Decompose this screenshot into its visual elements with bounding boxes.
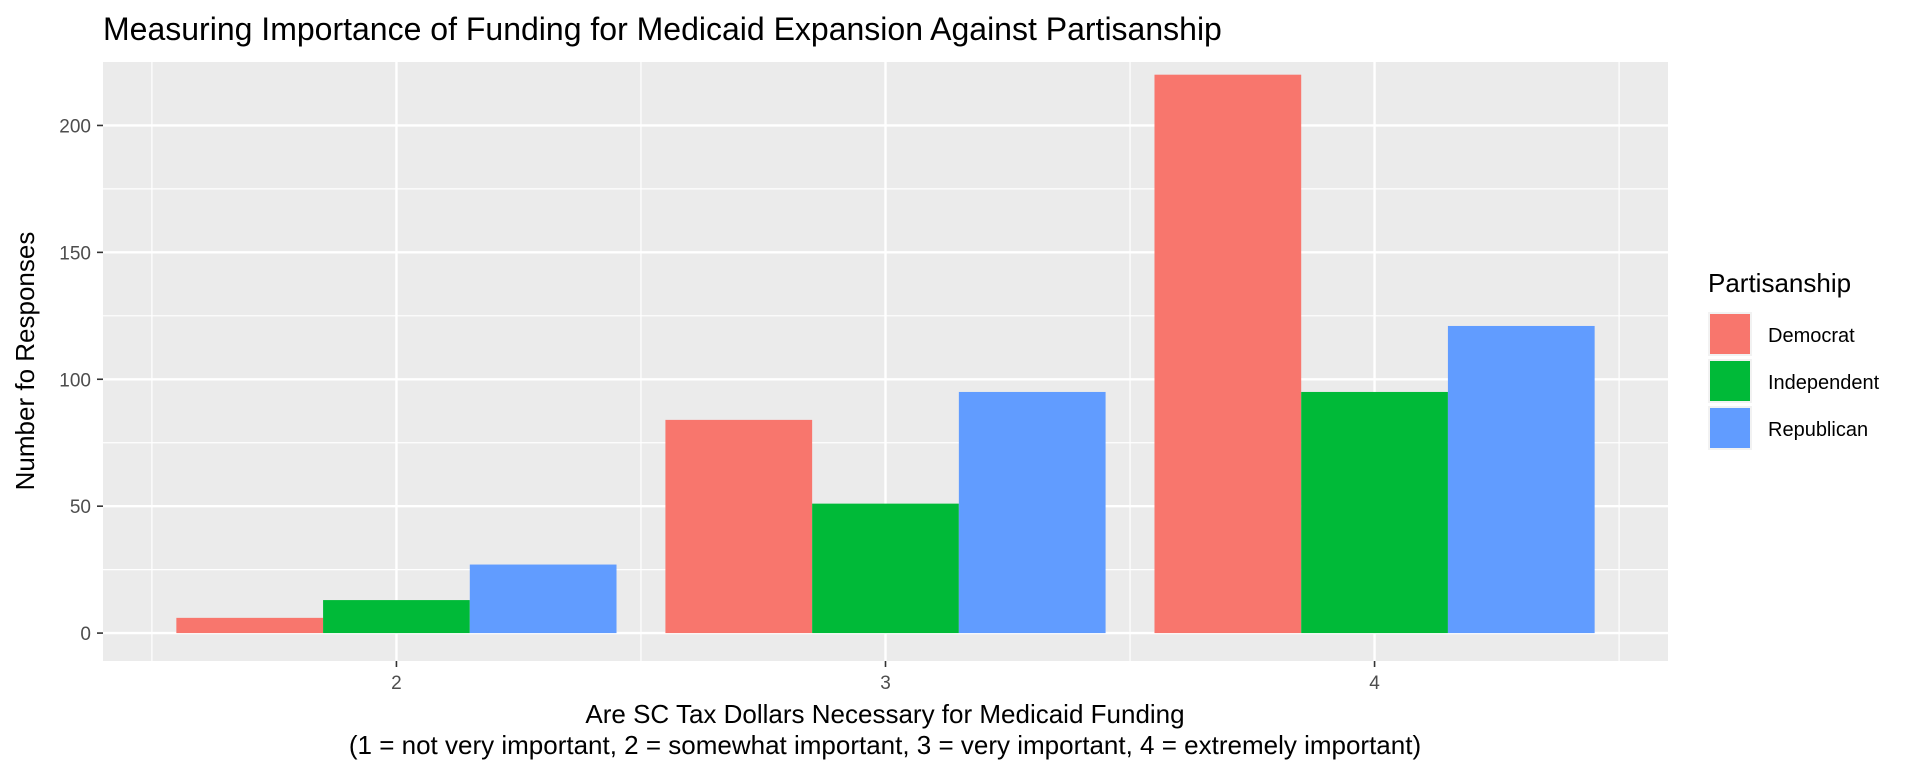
x-tick-label: 4 — [1369, 673, 1380, 694]
legend-swatch-independent — [1710, 361, 1750, 401]
bar-democrat-2 — [176, 617, 324, 634]
bar-independent-4 — [1301, 391, 1448, 634]
legend-title: Partisanship — [1708, 268, 1851, 298]
y-axis: 0 50 100 150 200 — [59, 116, 103, 645]
legend-label-democrat: Democrat — [1768, 325, 1855, 347]
x-axis-title: Are SC Tax Dollars Necessary for Medicai… — [585, 699, 1184, 729]
legend: Partisanship Democrat Independent Republic… — [1708, 268, 1880, 450]
y-tick-label: 150 — [59, 243, 91, 264]
legend-label-independent: Independent — [1768, 372, 1880, 394]
legend-label-republican: Republican — [1768, 419, 1868, 441]
x-axis-subtitle: (1 = not very important, 2 = somewhat im… — [349, 730, 1421, 760]
y-tick-label: 200 — [59, 116, 91, 137]
legend-swatch-democrat — [1710, 314, 1750, 354]
bar-republican-3 — [958, 391, 1106, 634]
bars — [176, 74, 1595, 634]
y-tick-label: 0 — [80, 624, 91, 645]
x-axis: 2 3 4 — [391, 661, 1380, 694]
bar-independent-2 — [323, 600, 470, 634]
bar-democrat-4 — [1154, 74, 1302, 634]
bar-democrat-3 — [665, 419, 813, 634]
bar-republican-2 — [469, 564, 617, 634]
chart-title: Measuring Importance of Funding for Medi… — [103, 11, 1222, 47]
y-tick-label: 50 — [70, 497, 91, 518]
y-tick-label: 100 — [59, 370, 91, 391]
x-tick-label: 3 — [880, 673, 891, 694]
bar-independent-3 — [812, 503, 959, 634]
x-tick-label: 2 — [391, 673, 402, 694]
legend-swatch-republican — [1710, 408, 1750, 448]
bar-republican-4 — [1447, 325, 1595, 634]
y-axis-title: Number fo Responses — [10, 232, 40, 491]
